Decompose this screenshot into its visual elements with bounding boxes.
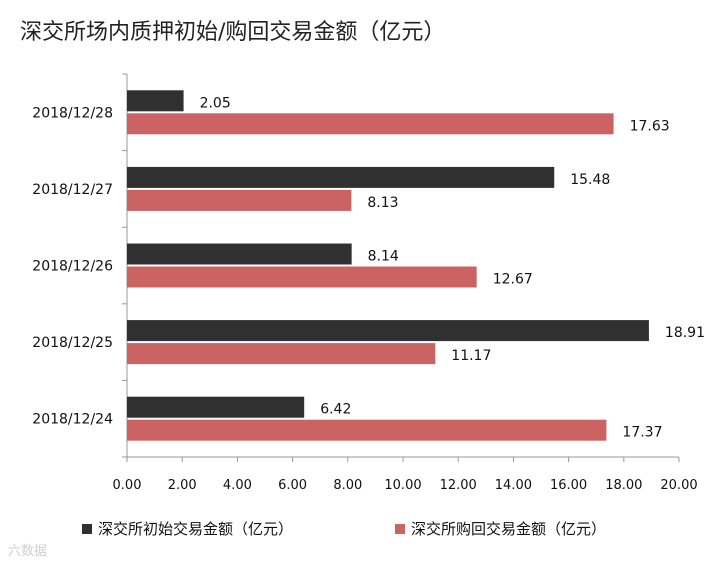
x-tick-label: 20.00: [660, 478, 697, 493]
legend-label-initial: 深交所初始交易金额（亿元）: [98, 520, 294, 538]
x-tick-label: 2.00: [168, 478, 197, 493]
bar-initial: [127, 166, 555, 188]
x-tick-label: 12.00: [440, 478, 477, 493]
data-label-repurchase: 12.67: [493, 272, 533, 288]
data-label-repurchase: 8.13: [367, 195, 398, 211]
bar-repurchase: [127, 189, 352, 211]
x-tick-label: 6.00: [278, 478, 307, 493]
legend-item-initial: 深交所初始交易金额（亿元）: [82, 518, 293, 539]
watermark: 六数据: [8, 544, 48, 559]
chart-title: 深交所场内质押初始/购回交易金额（亿元）: [20, 20, 446, 45]
bar-initial: [127, 396, 305, 418]
bar-initial: [127, 243, 352, 265]
x-tick-label: 8.00: [333, 478, 362, 493]
bar-repurchase: [127, 113, 614, 135]
data-label-repurchase: 11.17: [451, 348, 491, 364]
x-tick-label: 10.00: [384, 478, 421, 493]
data-label-initial: 6.42: [320, 402, 351, 418]
bar-initial: [127, 320, 649, 342]
data-label-repurchase: 17.37: [622, 425, 662, 441]
bar-chart: 0.00 2.00 4.00 6.00 8.00 10.00 12.00 14.00 16.00…: [32, 73, 705, 493]
bar-repurchase: [127, 343, 436, 365]
x-tick-label: 16.00: [550, 478, 587, 493]
legend-swatch-initial: [82, 523, 92, 534]
bar-initial: [127, 90, 184, 112]
category-label: 2018/12/26: [32, 259, 113, 275]
category-label: 2018/12/28: [32, 105, 113, 121]
bar-repurchase: [127, 419, 607, 441]
legend-swatch-repurchase: [395, 523, 405, 534]
x-tick-label: 14.00: [495, 478, 532, 493]
data-label-initial: 8.14: [368, 249, 399, 265]
x-tick-label: 18.00: [605, 478, 642, 493]
x-tick-label: 0.00: [113, 478, 142, 493]
data-label-initial: 18.91: [665, 325, 705, 341]
category-label: 2018/12/25: [32, 335, 113, 351]
bar-repurchase: [127, 266, 477, 288]
legend-item-repurchase: 深交所购回交易金额（亿元）: [395, 518, 606, 539]
data-label-initial: 2.05: [200, 95, 231, 111]
category-label: 2018/12/27: [32, 182, 113, 198]
legend-label-repurchase: 深交所购回交易金额（亿元）: [411, 520, 607, 538]
data-label-repurchase: 17.63: [630, 118, 670, 134]
category-label: 2018/12/24: [32, 412, 113, 428]
x-tick-label: 4.00: [223, 478, 252, 493]
data-label-initial: 15.48: [570, 172, 610, 188]
